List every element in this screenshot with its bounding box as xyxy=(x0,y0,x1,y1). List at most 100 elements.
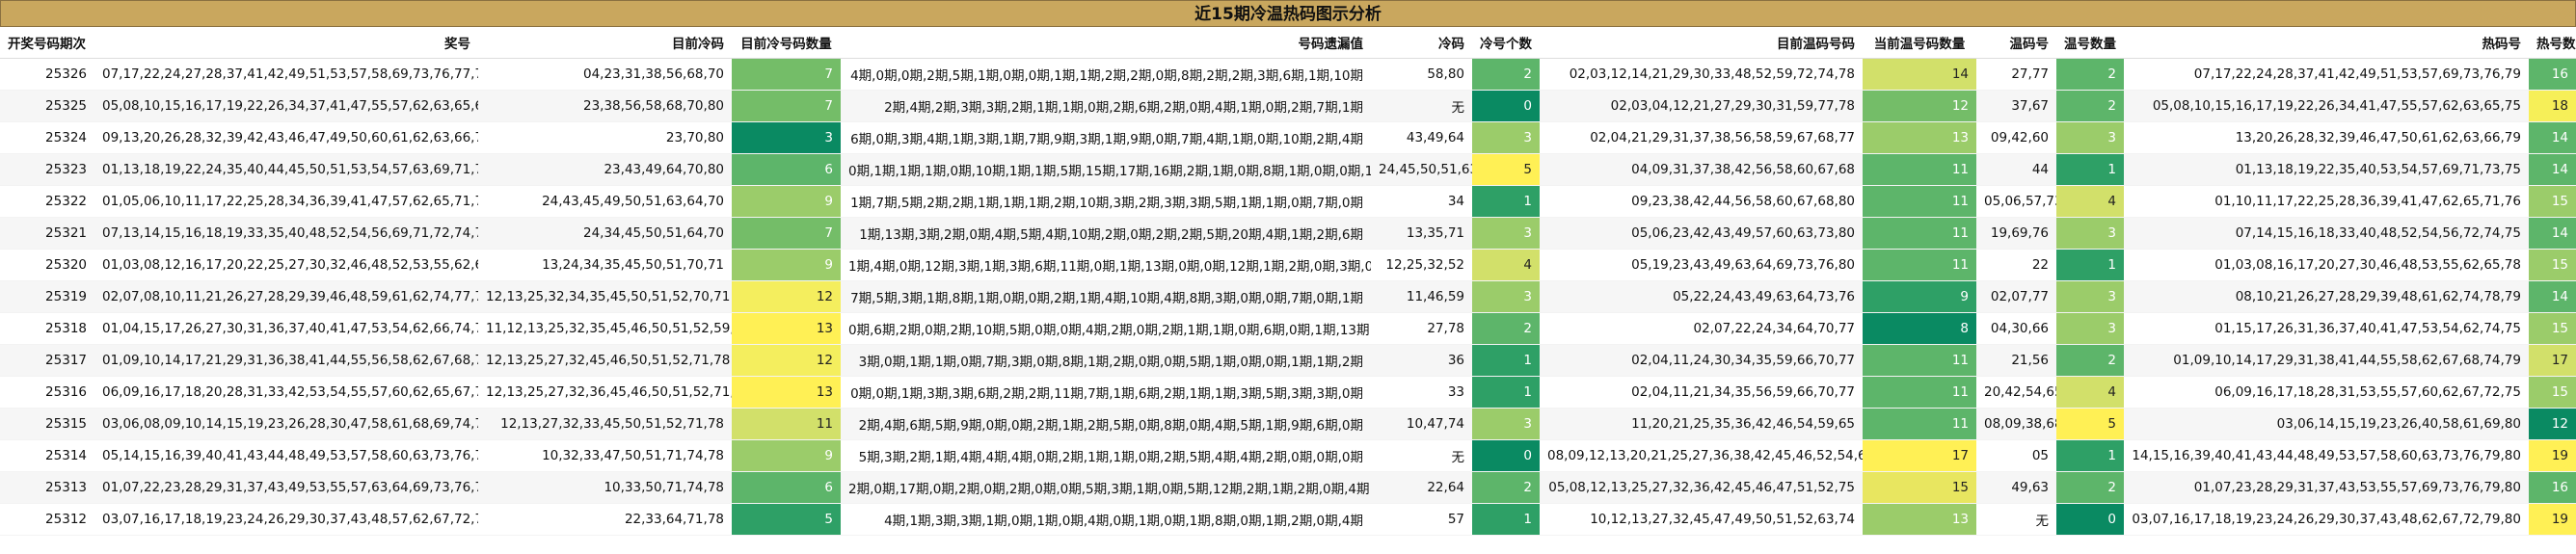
hot-codes-cell: 14,15,16,39,40,41,43,44,48,49,53,57,58,6… xyxy=(2124,439,2529,472)
hot-codes-cell: 03,06,14,15,19,23,26,40,58,61,69,80 xyxy=(2124,408,2529,440)
warm-codes-cell: 09,23,38,42,44,56,58,60,67,68,80 xyxy=(1540,185,1863,218)
omission-cell: 3期,0期,1期,1期,0期,7期,3期,0期,8期,1期,2期,0期,0期,5… xyxy=(841,344,1371,377)
col-header-warm-codes[interactable]: 目前温码号码 xyxy=(1540,27,1863,59)
cold-nums-cell: 13,35,71 xyxy=(1371,217,1472,250)
warm-codes-cell: 10,12,13,27,32,45,47,49,50,51,52,63,74 xyxy=(1540,503,1863,536)
warm-count-cell: 14 xyxy=(1863,58,1976,91)
cold-nums-cell: 24,45,50,51,63 xyxy=(1371,153,1472,186)
warm-count-cell: 11 xyxy=(1863,185,1976,218)
col-header-warm-count[interactable]: 当前温号码数量 xyxy=(1863,27,1976,59)
warm-nums-cell: 27,77 xyxy=(1976,58,2056,91)
warm-codes-cell: 05,19,23,43,49,63,64,69,73,76,80 xyxy=(1540,249,1863,281)
warm-nums-cell: 20,42,54,65 xyxy=(1976,376,2056,409)
hot-count-cell: 16 xyxy=(2529,471,2576,504)
numbers-cell: 05,08,10,15,16,17,19,22,26,34,37,41,47,5… xyxy=(94,90,478,122)
warm-num-count-cell: 1 xyxy=(2056,249,2124,281)
cold-num-count-cell: 3 xyxy=(1472,217,1540,250)
issue-cell: 25312 xyxy=(0,503,94,536)
warm-num-count-cell: 3 xyxy=(2056,312,2124,345)
warm-nums-cell: 49,63 xyxy=(1976,471,2056,504)
cold-codes-cell: 23,70,80 xyxy=(478,121,732,154)
warm-codes-cell: 05,08,12,13,25,27,32,36,42,45,46,47,51,5… xyxy=(1540,471,1863,504)
cold-codes-cell: 12,13,25,32,34,35,45,50,51,52,70,71 xyxy=(478,280,732,313)
numbers-cell: 03,06,08,09,10,14,15,19,23,26,28,30,47,5… xyxy=(94,408,478,440)
cold-codes-cell: 12,13,27,32,33,45,50,51,52,71,78 xyxy=(478,408,732,440)
table-row: 25326 07,17,22,24,27,28,37,41,42,49,51,53… xyxy=(0,58,2576,91)
cold-codes-cell: 10,32,33,47,50,51,71,74,78 xyxy=(478,439,732,472)
col-header-warm-nums[interactable]: 温码号 xyxy=(1976,27,2056,59)
table-row: 25321 07,13,14,15,16,18,19,33,35,40,48,52… xyxy=(0,217,2576,250)
warm-codes-cell: 02,03,12,14,21,29,30,33,48,52,59,72,74,7… xyxy=(1540,58,1863,91)
table-row: 25315 03,06,08,09,10,14,15,19,23,26,28,30… xyxy=(0,408,2576,440)
table-row: 25324 09,13,20,26,28,32,39,42,43,46,47,49… xyxy=(0,121,2576,154)
issue-cell: 25324 xyxy=(0,121,94,154)
warm-count-cell: 15 xyxy=(1863,471,1976,504)
table-title: 近15期冷温热码图示分析 xyxy=(0,0,2576,27)
issue-cell: 25318 xyxy=(0,312,94,345)
omission-cell: 0期,6期,2期,0期,2期,10期,5期,0期,0期,4期,2期,0期,2期,… xyxy=(841,312,1371,345)
warm-codes-cell: 02,04,11,21,34,35,56,59,66,70,77 xyxy=(1540,376,1863,409)
warm-nums-cell: 05,06,57,73 xyxy=(1976,185,2056,218)
warm-codes-cell: 08,09,12,13,20,21,25,27,36,38,42,45,46,5… xyxy=(1540,439,1863,472)
hot-count-cell: 14 xyxy=(2529,280,2576,313)
hot-codes-cell: 01,03,08,16,17,20,27,30,46,48,53,55,62,6… xyxy=(2124,249,2529,281)
omission-cell: 4期,1期,3期,3期,1期,0期,1期,0期,4期,0期,1期,0期,1期,8… xyxy=(841,503,1371,536)
cold-num-count-cell: 4 xyxy=(1472,249,1540,281)
warm-count-cell: 9 xyxy=(1863,280,1976,313)
warm-num-count-cell: 2 xyxy=(2056,344,2124,377)
col-header-cold-num-count[interactable]: 冷号个数 xyxy=(1472,27,1540,59)
omission-cell: 5期,3期,2期,1期,4期,4期,4期,0期,2期,1期,1期,0期,2期,5… xyxy=(841,439,1371,472)
col-header-numbers[interactable]: 奖号 xyxy=(94,27,478,59)
omission-cell: 1期,4期,0期,12期,3期,1期,3期,6期,11期,0期,1期,13期,0… xyxy=(841,249,1371,281)
warm-count-cell: 11 xyxy=(1863,344,1976,377)
numbers-cell: 01,05,06,10,11,17,22,25,28,34,36,39,41,4… xyxy=(94,185,478,218)
cold-nums-cell: 43,49,64 xyxy=(1371,121,1472,154)
hot-count-cell: 19 xyxy=(2529,503,2576,536)
cold-codes-cell: 12,13,25,27,32,45,46,50,51,52,71,78 xyxy=(478,344,732,377)
col-header-cold-codes[interactable]: 目前冷码 xyxy=(478,27,732,59)
hot-codes-cell: 01,15,17,26,31,36,37,40,41,47,53,54,62,7… xyxy=(2124,312,2529,345)
cold-num-count-cell: 1 xyxy=(1472,503,1540,536)
warm-count-cell: 11 xyxy=(1863,217,1976,250)
table-row: 25320 01,03,08,12,16,17,20,22,25,27,30,32… xyxy=(0,249,2576,281)
hot-codes-cell: 13,20,26,28,32,39,46,47,50,61,62,63,66,7… xyxy=(2124,121,2529,154)
warm-nums-cell: 04,30,66 xyxy=(1976,312,2056,345)
col-header-cold-nums[interactable]: 冷码 xyxy=(1371,27,1472,59)
cold-nums-cell: 34 xyxy=(1371,185,1472,218)
col-header-omission[interactable]: 号码遗漏值 xyxy=(841,27,1371,59)
col-header-hot-codes[interactable]: 热码号 xyxy=(2124,27,2529,59)
warm-codes-cell: 11,20,21,25,35,36,42,46,54,59,65 xyxy=(1540,408,1863,440)
cold-codes-cell: 23,38,56,58,68,70,80 xyxy=(478,90,732,122)
warm-codes-cell: 05,22,24,43,49,63,64,73,76 xyxy=(1540,280,1863,313)
hot-count-cell: 15 xyxy=(2529,185,2576,218)
warm-count-cell: 13 xyxy=(1863,121,1976,154)
warm-nums-cell: 19,69,76 xyxy=(1976,217,2056,250)
hot-count-cell: 16 xyxy=(2529,58,2576,91)
table-row: 25319 02,07,08,10,11,21,26,27,28,29,39,46… xyxy=(0,280,2576,313)
warm-num-count-cell: 1 xyxy=(2056,153,2124,186)
omission-cell: 2期,4期,6期,5期,9期,0期,0期,2期,1期,2期,5期,0期,8期,0… xyxy=(841,408,1371,440)
cold-nums-cell: 22,64 xyxy=(1371,471,1472,504)
cold-num-count-cell: 0 xyxy=(1472,439,1540,472)
omission-cell: 0期,1期,1期,1期,0期,10期,1期,1期,5期,15期,17期,16期,… xyxy=(841,153,1371,186)
table-row: 25318 01,04,15,17,26,27,30,31,36,37,40,41… xyxy=(0,312,2576,345)
issue-cell: 25322 xyxy=(0,185,94,218)
cold-num-count-cell: 3 xyxy=(1472,121,1540,154)
col-header-issue[interactable]: 开奖号码期次 xyxy=(0,27,94,59)
col-header-hot-count[interactable]: 热号数量 xyxy=(2529,27,2576,59)
cold-codes-cell: 11,12,13,25,32,35,45,46,50,51,52,59,71 xyxy=(478,312,732,345)
warm-num-count-cell: 4 xyxy=(2056,376,2124,409)
col-header-cold-count[interactable]: 目前冷号码数量 xyxy=(732,27,841,59)
cold-count-cell: 9 xyxy=(732,249,841,281)
issue-cell: 25314 xyxy=(0,439,94,472)
warm-count-cell: 11 xyxy=(1863,153,1976,186)
table-row: 25316 06,09,16,17,18,20,28,31,33,42,53,54… xyxy=(0,376,2576,409)
cold-num-count-cell: 2 xyxy=(1472,58,1540,91)
warm-nums-cell: 无 xyxy=(1976,503,2056,536)
issue-cell: 25317 xyxy=(0,344,94,377)
warm-num-count-cell: 0 xyxy=(2056,503,2124,536)
hot-count-cell: 15 xyxy=(2529,312,2576,345)
col-header-warm-num-count[interactable]: 温号数量 xyxy=(2056,27,2124,59)
hot-codes-cell: 05,08,10,15,16,17,19,22,26,34,41,47,55,5… xyxy=(2124,90,2529,122)
cold-nums-cell: 11,46,59 xyxy=(1371,280,1472,313)
